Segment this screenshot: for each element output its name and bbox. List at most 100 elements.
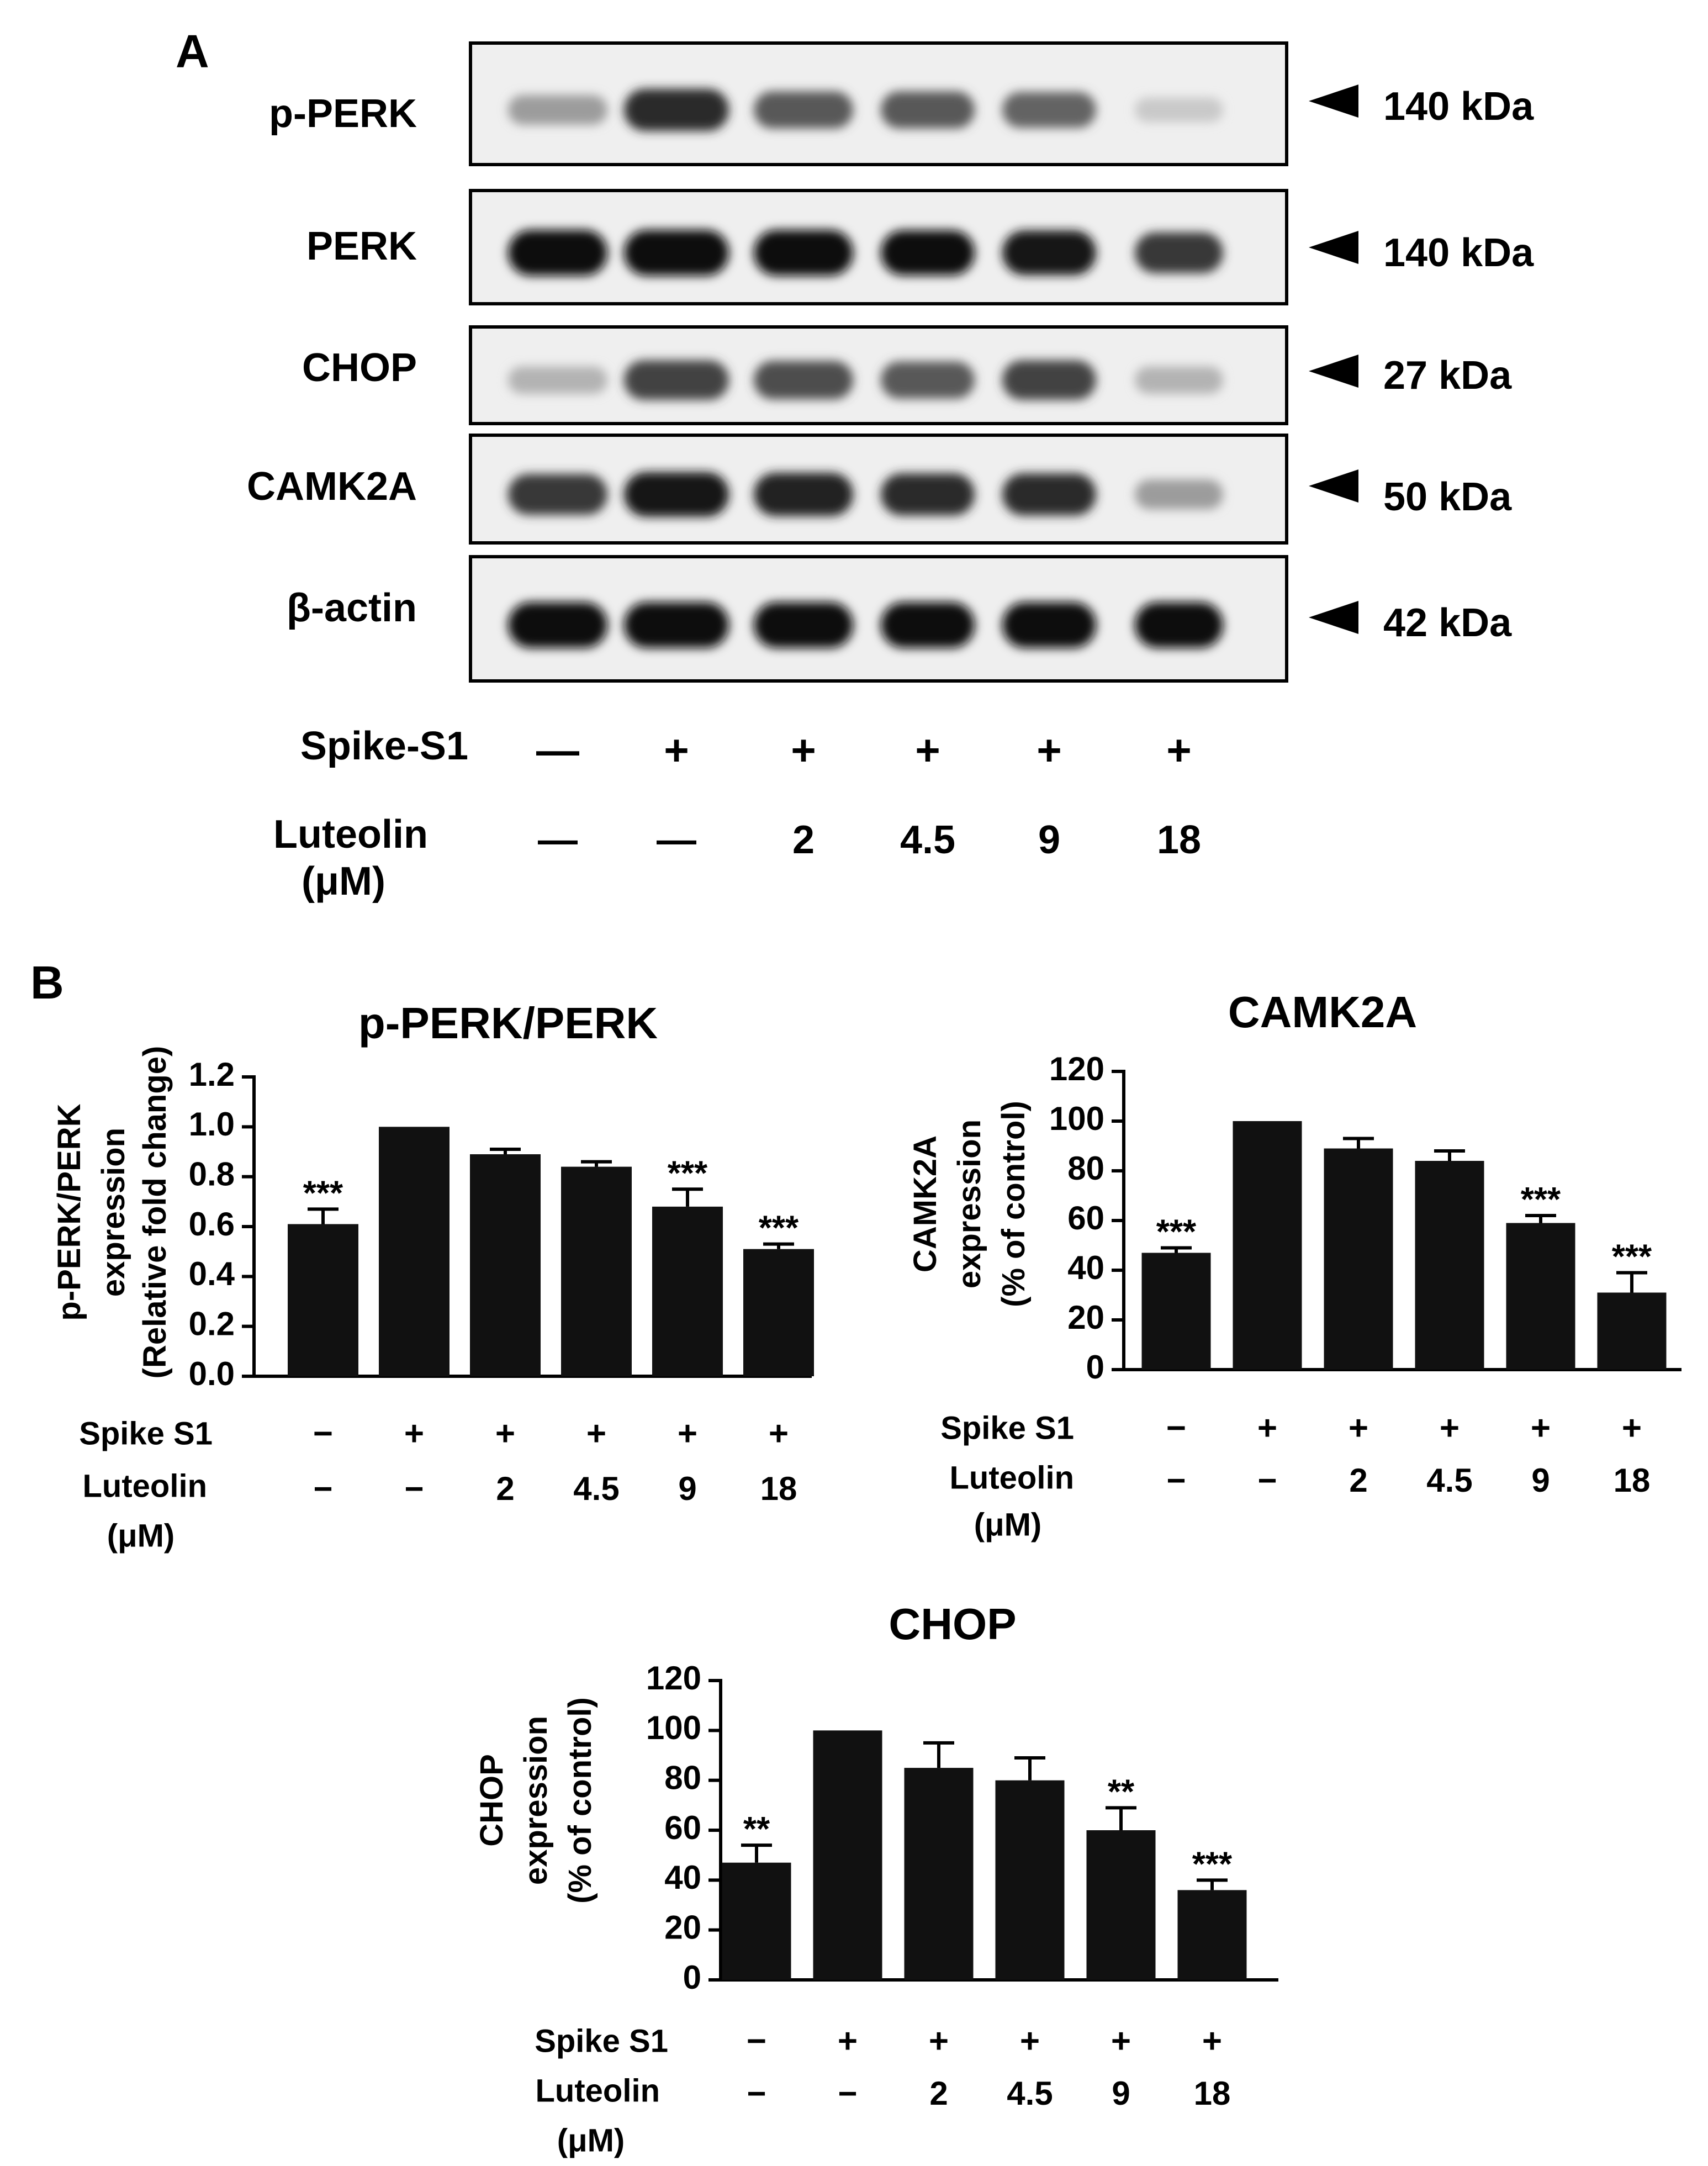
kda-label: 42 kDa — [1383, 601, 1512, 645]
significance-marker: ** — [743, 1810, 770, 1848]
y-tick-label: 120 — [646, 1660, 701, 1697]
spike-s1-label: Spike-S1 — [300, 724, 468, 768]
luteolin-value: − — [1166, 1462, 1186, 1499]
blot-treatments: Spike-S1 Luteolin(μM) — + + + + + — — 2 4.5 9 18 — [273, 724, 1201, 904]
spike-sign: + — [404, 1414, 424, 1452]
blot-row-3: CAMK2A 50 kDa — [247, 434, 1512, 545]
spike-sign: + — [664, 726, 689, 774]
bar — [1415, 1161, 1484, 1370]
spike-sign: + — [586, 1414, 606, 1452]
spike-sign: + — [1531, 1409, 1551, 1447]
spike-sign: − — [313, 1414, 333, 1452]
band — [624, 472, 729, 517]
y-tick-label: 20 — [1067, 1299, 1104, 1336]
protein-label: CAMK2A — [247, 464, 417, 509]
luteolin-value: − — [838, 2075, 857, 2112]
spike-s1-label: Spike S1 — [940, 1410, 1074, 1446]
bar — [652, 1206, 723, 1376]
y-tick-label: 1.0 — [189, 1106, 235, 1143]
band — [881, 230, 975, 276]
y-tick-label: 60 — [664, 1809, 701, 1846]
luteolin-value: — — [538, 818, 578, 862]
y-tick-label: 1.2 — [189, 1056, 235, 1093]
bar — [995, 1780, 1065, 1980]
luteolin-label: Luteolin — [273, 812, 428, 857]
luteolin-value: 2 — [792, 818, 815, 862]
luteolin-value: 2 — [1349, 1462, 1367, 1499]
arrowhead-icon — [1309, 355, 1358, 388]
band — [1002, 360, 1096, 400]
band — [1135, 232, 1223, 273]
panel-label-b: B — [30, 957, 64, 1008]
y-axis-label: (% of control) — [996, 1101, 1032, 1307]
y-axis-label: CHOP — [474, 1754, 510, 1847]
band — [1135, 479, 1223, 510]
significance-marker: *** — [1612, 1238, 1652, 1276]
y-tick-label: 0.2 — [189, 1306, 235, 1343]
bar — [722, 1862, 791, 1980]
protein-label: β-actin — [287, 586, 417, 630]
y-tick-label: 40 — [1067, 1249, 1104, 1286]
spike-sign: + — [1440, 1409, 1460, 1447]
bar — [561, 1166, 632, 1376]
band — [881, 602, 975, 648]
significance-marker: ** — [1108, 1773, 1135, 1811]
band — [754, 361, 853, 399]
blot-row-1: PERK 140 kDa — [306, 189, 1534, 305]
blot-row-0: p-PERK 140 kDa — [269, 41, 1534, 166]
chart-title: CAMK2A — [1228, 987, 1417, 1037]
spike-sign: − — [1166, 1409, 1186, 1447]
luteolin-label: Luteolin — [949, 1460, 1074, 1496]
y-tick-label: 100 — [646, 1709, 701, 1746]
bar — [1324, 1148, 1393, 1370]
spike-sign: + — [1202, 2022, 1222, 2060]
significance-marker: *** — [1192, 1845, 1233, 1883]
luteolin-value: 4.5 — [573, 1470, 619, 1507]
significance-marker: *** — [303, 1174, 343, 1212]
luteolin-value: 4.5 — [1007, 2075, 1053, 2112]
y-axis-label: (% of control) — [562, 1697, 598, 1904]
y-tick-label: 20 — [664, 1909, 701, 1946]
panel-label-a: A — [176, 25, 209, 77]
band — [508, 366, 607, 394]
y-axis-label: CAMK2A — [907, 1135, 943, 1272]
bar — [1086, 1830, 1156, 1980]
bar — [379, 1127, 450, 1376]
band — [624, 88, 729, 131]
spike-sign: + — [1622, 1409, 1642, 1447]
protein-label: PERK — [306, 224, 417, 268]
band — [754, 230, 853, 276]
arrowhead-icon — [1309, 84, 1358, 118]
y-tick-label: 0.6 — [189, 1206, 235, 1243]
chart-title: CHOP — [889, 1599, 1016, 1649]
luteolin-value: 9 — [1531, 1462, 1550, 1499]
band — [1002, 602, 1096, 648]
spike-sign: + — [495, 1414, 515, 1452]
spike-sign: + — [929, 2022, 949, 2060]
band — [1135, 366, 1223, 394]
luteolin-value: 9 — [1038, 818, 1060, 862]
y-tick-label: 60 — [1067, 1200, 1104, 1237]
luteolin-unit-label: (μM) — [302, 859, 385, 904]
luteolin-value: − — [404, 1470, 424, 1507]
spike-sign: — — [536, 726, 579, 774]
band — [508, 474, 607, 515]
significance-marker: *** — [668, 1154, 708, 1192]
y-tick-label: 40 — [664, 1859, 701, 1896]
band — [881, 91, 975, 129]
protein-label: CHOP — [302, 346, 417, 390]
luteolin-value: 18 — [1614, 1462, 1651, 1499]
kda-label: 140 kDa — [1383, 231, 1534, 275]
bar — [1506, 1223, 1575, 1370]
band — [881, 473, 975, 516]
spike-sign: + — [1020, 2022, 1040, 2060]
luteolin-label: Luteolin — [535, 2073, 660, 2109]
band — [754, 473, 853, 516]
bar — [1177, 1890, 1247, 1980]
luteolin-value: − — [1257, 1462, 1277, 1499]
blot-row-2: CHOP 27 kDa — [302, 325, 1512, 425]
bar — [288, 1224, 358, 1376]
blot-row-4: β-actin 42 kDa — [287, 555, 1512, 683]
y-tick-label: 0 — [1086, 1349, 1104, 1386]
